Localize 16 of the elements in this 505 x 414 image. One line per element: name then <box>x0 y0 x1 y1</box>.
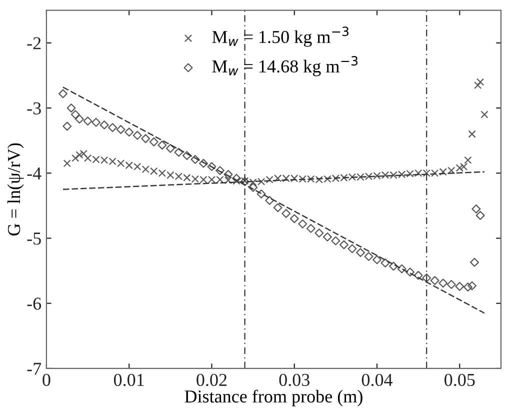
x-tick-label: 0.03 <box>279 374 310 386</box>
y-tick-label: -5 <box>27 232 41 245</box>
y-axis-title: G = ln(ψ/rV) <box>7 143 24 236</box>
x-axis-title: Distance from probe (m) <box>184 390 362 406</box>
legend-label: M$_{w}$ = 14.68 kg m$^{−3}$ <box>212 56 358 76</box>
x-tick-label: 0.05 <box>444 374 475 386</box>
legend-label: M$_{w}$ = 1.50 kg m$^{−3}$ <box>212 26 348 47</box>
x-tick-label: 0.01 <box>114 374 144 386</box>
x-tick-label: 0.04 <box>362 374 393 386</box>
y-tick-label: -3 <box>27 102 41 114</box>
y-tick-label: -2 <box>27 37 41 50</box>
y-tick-label: -6 <box>27 298 42 310</box>
y-tick-label: -7 <box>27 362 42 375</box>
x-tick-label: 0 <box>42 374 50 386</box>
x-tick-label: 0.02 <box>196 374 227 386</box>
y-tick-label: -4 <box>27 168 42 180</box>
